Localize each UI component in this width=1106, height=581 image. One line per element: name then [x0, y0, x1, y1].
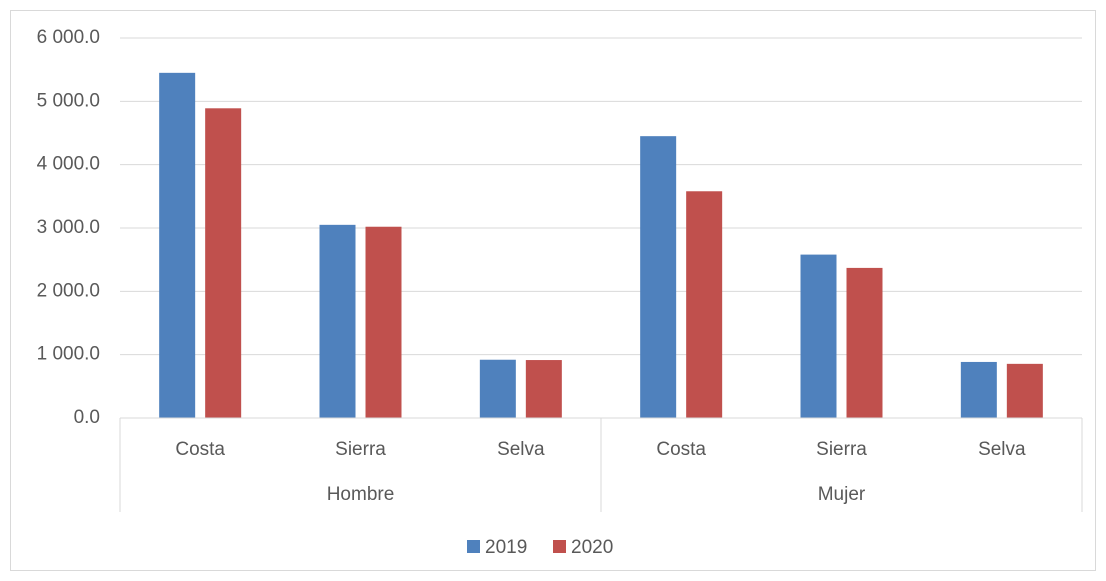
group-label: Hombre: [327, 484, 395, 505]
bar: [640, 136, 677, 418]
group-label: Mujer: [818, 484, 866, 505]
x-tick-label: Selva: [978, 439, 1026, 460]
x-tick-label: Selva: [497, 439, 545, 460]
y-tick-label: 0.0: [74, 407, 100, 428]
bar: [159, 72, 196, 418]
x-tick-label: Sierra: [816, 439, 867, 460]
bar: [960, 361, 997, 418]
bar: [1006, 363, 1043, 418]
y-tick-label: 4 000.0: [37, 154, 100, 175]
bar: [525, 360, 562, 418]
y-tick-label: 3 000.0: [37, 217, 100, 238]
bar: [800, 254, 837, 418]
y-tick-label: 5 000.0: [37, 90, 100, 111]
bar: [479, 359, 516, 418]
bar: [319, 224, 356, 418]
y-tick-label: 6 000.0: [37, 27, 100, 48]
y-tick-label: 2 000.0: [37, 280, 100, 301]
legend-label: 2019: [485, 537, 527, 558]
x-tick-label: Costa: [175, 439, 225, 460]
x-tick-label: Costa: [656, 439, 706, 460]
bar: [205, 108, 242, 419]
y-tick-label: 1 000.0: [37, 344, 100, 365]
bar: [365, 226, 402, 418]
bar: [846, 267, 883, 418]
legend-swatch: [467, 540, 480, 553]
x-tick-label: Sierra: [335, 439, 386, 460]
bar: [686, 191, 723, 418]
legend-swatch: [553, 540, 566, 553]
legend-label: 2020: [571, 537, 613, 558]
